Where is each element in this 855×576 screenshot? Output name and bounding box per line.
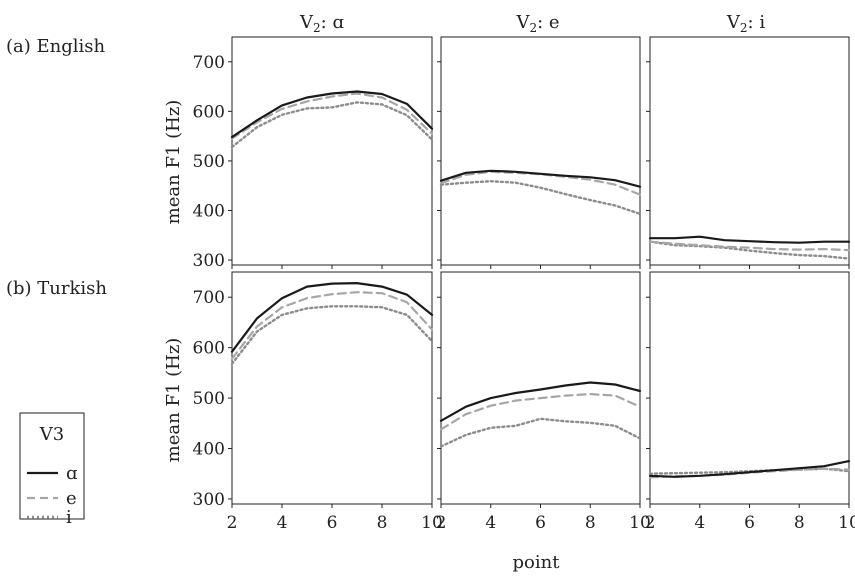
x-tick-label: 4	[485, 513, 496, 533]
series-line-v3-e	[439, 170, 642, 196]
y-tick-label: 500	[193, 389, 225, 409]
legend: V3 ɑ e i	[19, 412, 85, 528]
legend-title: V3	[39, 424, 64, 445]
panel-2-3: 2 4 6 8 10	[645, 271, 855, 533]
series-line-v3-a	[230, 90, 434, 139]
x-tick-label: 10	[838, 513, 855, 533]
series-line-v3-i	[648, 240, 851, 260]
panel-1-1: 300 400 500 600 700	[193, 36, 434, 271]
series-line-v3-i	[230, 305, 434, 365]
series-line-v3-i	[230, 101, 434, 149]
series-line-v3-e	[439, 393, 642, 431]
legend-label-a: ɑ	[66, 463, 78, 484]
series-line-v3-a	[648, 235, 851, 244]
series-line-v3-a	[648, 460, 851, 478]
x-tick-label: 8	[377, 513, 388, 533]
legend-box	[19, 412, 85, 520]
column-header-2: V2: e	[515, 12, 559, 35]
panel-2-2: 2 4 6 8 10	[436, 271, 651, 533]
y-tick-label: 700	[193, 288, 225, 308]
y-tick-label: 300	[193, 251, 225, 271]
x-tick-label: 2	[436, 513, 447, 533]
panel-frame	[231, 36, 433, 266]
x-tick-label: 6	[327, 513, 338, 533]
series-line-v3-a	[439, 169, 642, 188]
row-label-english: (a) English	[6, 36, 106, 57]
series-line-v3-i	[439, 180, 642, 216]
x-axis-label: point	[513, 552, 561, 573]
y-tick-label: 300	[193, 490, 225, 510]
legend-label-i: i	[66, 507, 72, 528]
panel-2-1: 300 400 500 600 700 2 4 6 8 10	[193, 271, 443, 533]
x-tick-label: 2	[227, 513, 238, 533]
panel-1-2	[437, 36, 642, 269]
series-line-v3-i	[439, 417, 642, 448]
series-line-v3-e	[230, 92, 434, 140]
column-header-3: V2: i	[726, 12, 765, 35]
series-line-v3-e	[230, 291, 434, 360]
y-tick-label: 700	[193, 53, 225, 73]
y-tick-label: 400	[193, 201, 225, 221]
x-tick-label: 6	[535, 513, 546, 533]
y-tick-label: 600	[193, 339, 225, 359]
y-tick-label: 500	[193, 152, 225, 172]
y-tick-label: 400	[193, 440, 225, 460]
x-tick-label: 4	[277, 513, 288, 533]
series-line-v3-e	[648, 240, 851, 252]
row-label-turkish: (b) Turkish	[6, 278, 107, 299]
x-tick-label: 10	[421, 513, 443, 533]
column-header-1: V2: ɑ	[299, 12, 344, 35]
x-tick-label: 8	[585, 513, 596, 533]
panel-1-3	[646, 36, 851, 269]
panel-frame	[440, 271, 641, 505]
y-axis-label-top: mean F1 (Hz)	[163, 100, 184, 225]
x-tick-label: 6	[744, 513, 755, 533]
y-tick-label: 600	[193, 102, 225, 122]
series-line-v3-a	[439, 381, 642, 422]
y-axis-label-bottom: mean F1 (Hz)	[163, 338, 184, 463]
x-tick-label: 10	[629, 513, 651, 533]
panel-frame	[440, 36, 641, 266]
series-line-v3-a	[230, 282, 434, 353]
x-tick-label: 8	[794, 513, 805, 533]
x-tick-label: 2	[645, 513, 656, 533]
panel-frame	[649, 36, 850, 266]
legend-label-e: e	[66, 488, 77, 509]
x-tick-label: 4	[694, 513, 705, 533]
